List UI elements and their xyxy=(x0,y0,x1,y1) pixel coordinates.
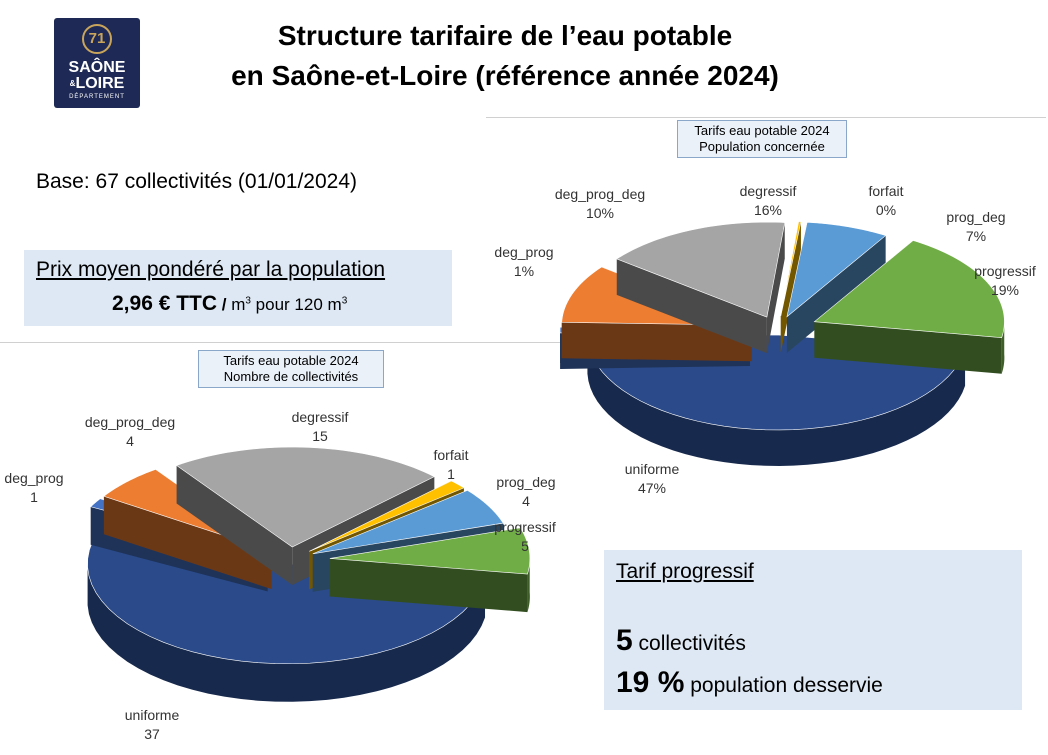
chart2-label-deg-prog: deg_prog 1 xyxy=(4,470,64,505)
slice-forfait xyxy=(780,221,802,353)
divider-left xyxy=(0,342,568,343)
chart1-label-uniforme: uniforme 47% xyxy=(624,461,680,496)
page-title-line2: en Saône-et-Loire (référence année 2024) xyxy=(231,60,779,91)
logo-line3: DÉPARTEMENT xyxy=(69,94,125,100)
chart1-label-deg-prog: deg_prog 1% xyxy=(494,244,554,279)
chart2-label-uniforme: uniforme 37 xyxy=(124,707,180,742)
chart1-label-prog-deg: prog_deg 7% xyxy=(946,209,1006,244)
chart1-title: Tarifs eau potable 2024 Population concer… xyxy=(677,120,847,158)
divider-top xyxy=(486,117,1046,118)
slice-progressif xyxy=(813,240,1005,374)
chart1-label-forfait: forfait 0% xyxy=(868,183,904,218)
progressif-summary-box: Tarif progressif 5 collectivités 19 % po… xyxy=(604,550,1022,710)
progressif-box-title: Tarif progressif xyxy=(616,560,754,583)
logo-number: 71 xyxy=(82,24,112,54)
chart2-label-prog-deg: prog_deg 4 xyxy=(496,474,556,509)
chart1-label-degressif: degressif 16% xyxy=(739,183,797,218)
chart1-label-progressif: progressif 19% xyxy=(974,263,1036,298)
chart2-label-degressif: degressif 15 xyxy=(291,409,349,444)
pie-chart-2 xyxy=(87,446,531,702)
slice-degressif xyxy=(616,221,786,354)
progressif-count: 5 collectivités xyxy=(616,624,746,657)
slice-prog-deg xyxy=(786,221,887,353)
chart2-title: Tarifs eau potable 2024 Nombre de collect… xyxy=(198,350,384,388)
pie-chart-1 xyxy=(559,221,1005,466)
price-label: Prix moyen pondéré par la population xyxy=(36,258,386,281)
logo-line2: &LOIRE xyxy=(69,75,125,93)
base-text: Base: 67 collectivités (01/01/2024) xyxy=(36,170,358,193)
chart1-label-deg-prog-deg: deg_prog_deg 10% xyxy=(554,186,646,221)
slice-progressif xyxy=(329,527,531,613)
chart2-label-deg-prog-deg: deg_prog_deg 4 xyxy=(84,414,176,449)
chart2-label-forfait: forfait 1 xyxy=(433,447,469,482)
price-value: 2,96 € TTC / m3 pour 120 m3 xyxy=(112,292,348,315)
department-logo: 71 SAÔNE &LOIRE DÉPARTEMENT xyxy=(54,18,140,108)
progressif-pct: 19 % population desservie xyxy=(616,666,883,699)
price-box: Prix moyen pondéré par la population 2,9… xyxy=(24,250,452,326)
chart2-label-progressif: progressif 5 xyxy=(494,519,556,554)
logo-line1: SAÔNE xyxy=(68,59,126,76)
page-title-line1: Structure tarifaire de l’eau potable xyxy=(277,20,733,51)
